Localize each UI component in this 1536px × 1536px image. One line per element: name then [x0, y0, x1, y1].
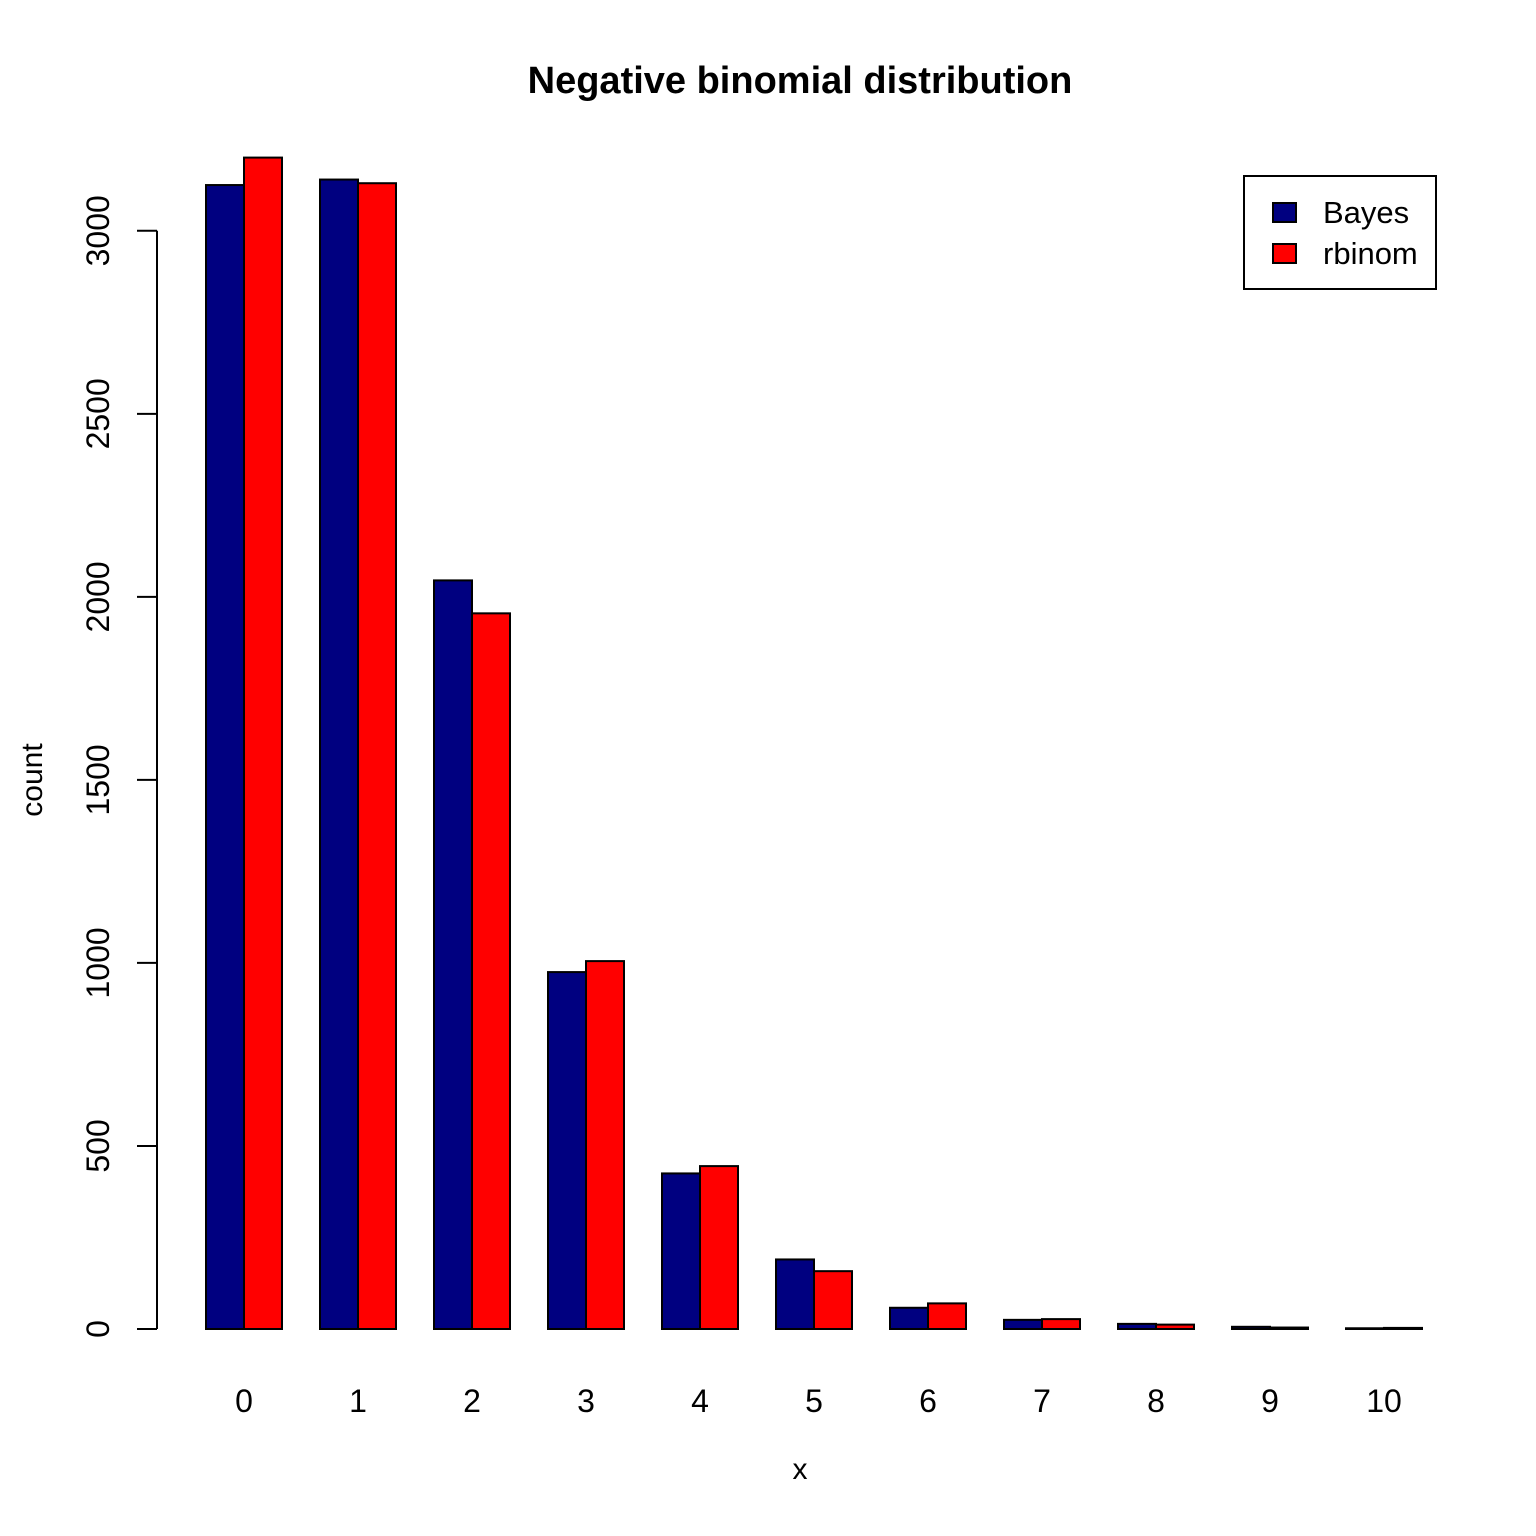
bar-rbinom-9 — [1269, 1326, 1309, 1331]
bar-rbinom-10 — [1383, 1326, 1423, 1331]
legend-label-bayes: Bayes — [1323, 194, 1410, 230]
bar-Bayes-7 — [1003, 1318, 1043, 1331]
bar-rbinom-4 — [699, 1165, 739, 1331]
y-axis-title: count — [16, 743, 49, 817]
bar-Bayes-5 — [775, 1258, 815, 1331]
bar-Bayes-0 — [205, 184, 245, 1331]
y-tick-label: 2500 — [80, 378, 116, 449]
x-category-label: 2 — [463, 1383, 481, 1419]
bar-rbinom-3 — [585, 960, 625, 1331]
x-category-label: 6 — [919, 1383, 937, 1419]
x-category-label: 1 — [349, 1383, 367, 1419]
y-tick-label: 3000 — [80, 195, 116, 266]
y-tick-label: 1000 — [80, 927, 116, 998]
bar-Bayes-2 — [433, 579, 473, 1330]
legend: Bayes rbinom — [1243, 175, 1437, 290]
bar-Bayes-6 — [889, 1306, 929, 1331]
x-category-label: 8 — [1147, 1383, 1165, 1419]
x-category-label: 10 — [1366, 1383, 1402, 1419]
legend-swatch-rbinom-icon — [1272, 242, 1297, 264]
bar-rbinom-6 — [927, 1302, 967, 1331]
x-category-label: 0 — [235, 1383, 253, 1419]
x-category-label: 7 — [1033, 1383, 1051, 1419]
x-category-label: 4 — [691, 1383, 709, 1419]
bar-Bayes-8 — [1117, 1322, 1157, 1331]
bar-rbinom-8 — [1155, 1323, 1195, 1330]
x-category-label: 5 — [805, 1383, 823, 1419]
x-axis-title: x — [792, 1453, 808, 1486]
bar-Bayes-4 — [661, 1172, 701, 1330]
y-tick-label: 2000 — [80, 561, 116, 632]
legend-label-rbinom: rbinom — [1323, 235, 1418, 271]
y-tick-label: 500 — [80, 1119, 116, 1172]
y-tick-label: 1500 — [80, 744, 116, 815]
legend-item-rbinom: rbinom — [1272, 238, 1435, 269]
bar-rbinom-1 — [357, 182, 397, 1331]
bar-rbinom-7 — [1041, 1318, 1081, 1331]
chart-title: Negative binomial distribution — [527, 60, 1073, 102]
bar-Bayes-3 — [547, 971, 587, 1331]
bar-rbinom-5 — [813, 1270, 853, 1331]
x-category-label: 3 — [577, 1383, 595, 1419]
legend-item-bayes: Bayes — [1272, 197, 1435, 228]
bar-rbinom-2 — [471, 612, 511, 1330]
legend-swatch-bayes-icon — [1272, 201, 1297, 223]
x-category-label: 9 — [1261, 1383, 1279, 1419]
bar-Bayes-9 — [1231, 1325, 1271, 1330]
bar-Bayes-10 — [1345, 1327, 1385, 1330]
y-tick-label: 0 — [80, 1320, 116, 1338]
bar-rbinom-0 — [243, 156, 283, 1330]
bar-Bayes-1 — [319, 178, 359, 1330]
